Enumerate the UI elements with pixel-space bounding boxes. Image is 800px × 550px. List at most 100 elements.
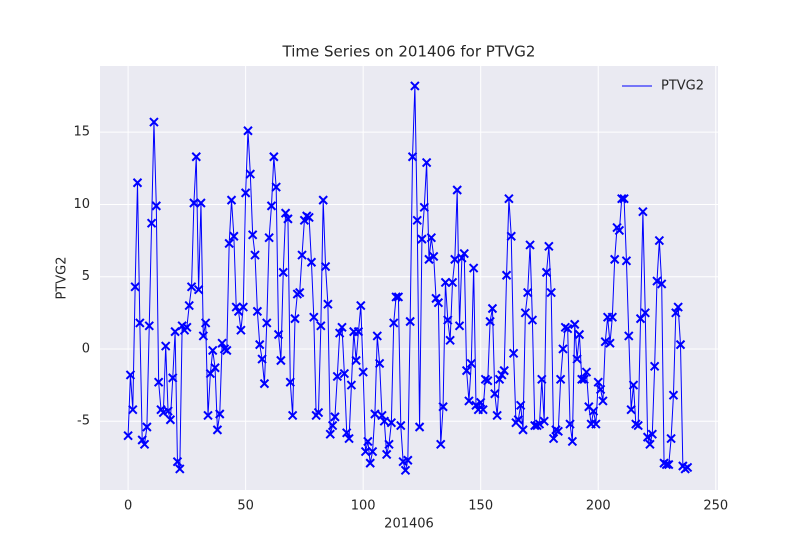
marker bbox=[621, 256, 632, 266]
marker bbox=[609, 254, 620, 265]
marker bbox=[198, 331, 209, 341]
marker bbox=[555, 374, 566, 385]
marker bbox=[468, 263, 479, 273]
marker bbox=[372, 331, 382, 341]
marker bbox=[224, 238, 234, 249]
marker bbox=[189, 198, 199, 208]
marker bbox=[203, 410, 213, 421]
marker bbox=[250, 250, 260, 260]
marker bbox=[264, 232, 274, 243]
marker bbox=[562, 324, 573, 334]
marker bbox=[546, 287, 556, 298]
marker bbox=[132, 178, 143, 188]
marker bbox=[436, 439, 446, 450]
y-tick-label: 15 bbox=[73, 125, 90, 140]
marker bbox=[160, 341, 171, 351]
marker bbox=[407, 152, 418, 162]
marker bbox=[537, 374, 547, 385]
marker bbox=[391, 292, 401, 302]
marker bbox=[412, 215, 422, 226]
marker bbox=[426, 232, 437, 243]
marker bbox=[513, 415, 524, 425]
marker bbox=[243, 126, 253, 136]
marker bbox=[485, 316, 495, 327]
marker bbox=[184, 300, 194, 311]
marker bbox=[588, 406, 599, 416]
marker bbox=[628, 380, 639, 390]
marker bbox=[334, 328, 345, 338]
marker bbox=[351, 355, 361, 366]
marker bbox=[461, 365, 472, 376]
marker bbox=[238, 302, 248, 312]
marker bbox=[565, 419, 575, 429]
marker bbox=[501, 270, 512, 280]
marker bbox=[598, 396, 608, 406]
marker bbox=[515, 400, 526, 411]
marker bbox=[196, 198, 206, 208]
marker bbox=[396, 420, 406, 431]
marker bbox=[222, 345, 232, 356]
grid bbox=[100, 66, 718, 490]
marker bbox=[617, 193, 627, 204]
marker bbox=[640, 308, 650, 318]
marker bbox=[577, 374, 587, 385]
marker bbox=[410, 81, 420, 91]
marker bbox=[384, 439, 394, 450]
marker bbox=[283, 214, 293, 224]
marker bbox=[624, 331, 634, 341]
marker bbox=[285, 377, 295, 387]
marker bbox=[341, 428, 352, 438]
x-axis-label: 201406 bbox=[384, 517, 434, 532]
marker bbox=[661, 459, 672, 470]
marker bbox=[649, 361, 660, 372]
marker bbox=[360, 446, 371, 457]
marker bbox=[330, 412, 340, 422]
marker bbox=[259, 378, 270, 389]
marker bbox=[316, 321, 326, 331]
marker bbox=[191, 152, 201, 162]
marker bbox=[163, 406, 173, 416]
marker bbox=[153, 377, 164, 387]
marker bbox=[553, 426, 563, 437]
marker bbox=[558, 344, 568, 354]
marker bbox=[614, 225, 625, 236]
marker bbox=[287, 410, 298, 421]
marker bbox=[168, 373, 178, 383]
marker bbox=[365, 458, 375, 468]
marker bbox=[666, 433, 676, 444]
marker bbox=[304, 212, 314, 223]
marker bbox=[276, 355, 286, 366]
marker bbox=[652, 276, 662, 286]
marker bbox=[139, 439, 150, 450]
marker bbox=[433, 298, 444, 308]
marker bbox=[172, 456, 183, 467]
marker bbox=[475, 397, 486, 408]
marker bbox=[309, 312, 319, 322]
marker bbox=[294, 287, 305, 298]
legend bbox=[612, 72, 714, 100]
marker bbox=[626, 404, 636, 415]
marker bbox=[377, 410, 387, 421]
marker bbox=[226, 195, 237, 205]
marker bbox=[367, 446, 378, 457]
marker bbox=[541, 267, 552, 278]
marker bbox=[123, 430, 133, 441]
marker bbox=[421, 157, 432, 168]
marker bbox=[593, 377, 603, 387]
marker bbox=[400, 465, 411, 476]
marker bbox=[297, 250, 307, 260]
marker bbox=[327, 420, 338, 431]
marker bbox=[135, 318, 145, 328]
marker bbox=[483, 376, 493, 386]
marker bbox=[386, 417, 397, 428]
marker bbox=[208, 345, 218, 356]
marker bbox=[459, 248, 469, 259]
marker bbox=[642, 432, 653, 442]
marker bbox=[591, 419, 601, 429]
marker bbox=[539, 416, 549, 426]
marker bbox=[245, 169, 256, 179]
marker bbox=[664, 459, 674, 470]
marker bbox=[656, 279, 667, 289]
marker bbox=[125, 370, 136, 380]
